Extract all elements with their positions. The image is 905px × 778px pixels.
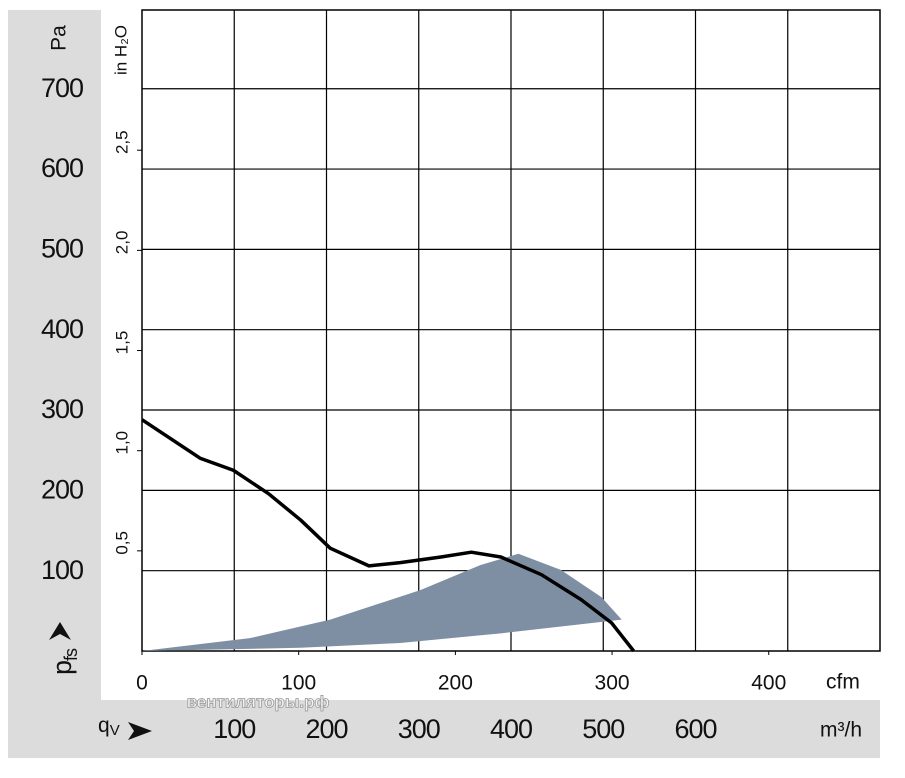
y-tick-label: 600	[41, 153, 83, 183]
x-tick-label: 300	[398, 714, 440, 744]
y2-tick-label: 1,0	[112, 431, 131, 455]
y-tick-label: 100	[41, 555, 83, 585]
y-tick-label: 200	[41, 474, 83, 504]
x2-tick-label: 0	[136, 672, 148, 695]
y2-tick-label: 2,0	[112, 231, 131, 255]
y-label: pfs	[47, 648, 81, 675]
bottom-panel	[8, 700, 880, 758]
x-tick-label: 600	[674, 714, 716, 744]
x2-title: cfm	[826, 671, 860, 694]
y-tick-label: 500	[41, 233, 83, 263]
x2-tick-label: 100	[281, 672, 316, 695]
area	[142, 553, 622, 651]
y-tick-label: 300	[41, 394, 83, 424]
y2-title: in H₂O	[111, 25, 130, 75]
y-tick-label: 700	[41, 73, 83, 103]
line	[141, 418, 636, 653]
y-label-symbol: p	[47, 661, 77, 675]
x-arrow	[128, 722, 152, 740]
y-title: Pa	[48, 25, 71, 51]
x-tick-label: 400	[490, 714, 532, 744]
y2-tick-label: 0,5	[112, 531, 131, 555]
left-panel	[8, 10, 101, 700]
y2-tick-label: 2,5	[112, 130, 131, 154]
y-label-subscript: fs	[61, 648, 81, 661]
x2-tick-label: 400	[751, 672, 786, 695]
y-arrow	[49, 622, 71, 640]
y2-tick-label: 1,5	[112, 331, 131, 355]
x2-tick-label: 300	[595, 672, 630, 695]
x-tick-label: 200	[305, 714, 347, 744]
x-title: m³/h	[820, 719, 862, 742]
x-tick-label: 100	[213, 714, 255, 744]
x-tick-label: 500	[582, 714, 624, 744]
watermark: вентиляторы.рф	[187, 692, 330, 711]
y-tick-label: 400	[41, 314, 83, 344]
x-label-symbol: q	[98, 714, 110, 737]
x2-tick-label: 200	[438, 672, 473, 695]
x-label-subscript: V	[110, 722, 120, 739]
x-label: qV	[98, 714, 120, 739]
